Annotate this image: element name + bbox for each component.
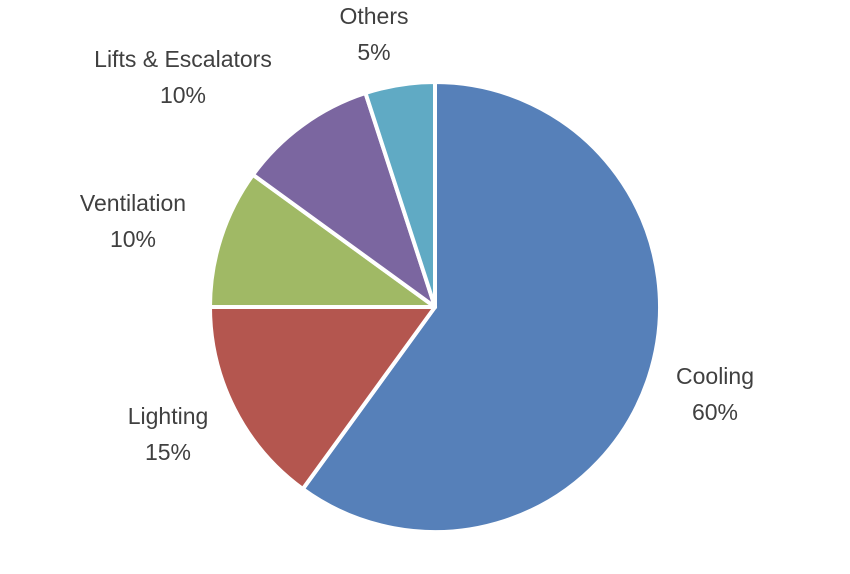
pie-slice-lighting [208,305,437,492]
pie-slice-others [363,80,437,309]
labels-layer: Cooling 60% Lighting 15% Ventilation 10% Lifts… [80,3,754,465]
slice-label-cooling: Cooling [676,363,754,389]
slice-value-ventilation: 10% [110,226,156,252]
pie-slice-lifts-and-escalators [250,91,437,309]
slice-label-lifts-and-escalators: Lifts & Escalators [94,46,272,72]
slice-value-lifts-and-escalators: 10% [160,82,206,108]
slices-layer [208,80,662,534]
pie-slice-ventilation [208,172,437,309]
slice-value-lighting: 15% [145,439,191,465]
pie-slice-cooling [300,80,662,534]
slice-value-cooling: 60% [692,399,738,425]
slice-label-lighting: Lighting [128,403,209,429]
slice-label-ventilation: Ventilation [80,190,186,216]
slice-value-others: 5% [357,39,390,65]
slice-label-others: Others [339,3,408,29]
